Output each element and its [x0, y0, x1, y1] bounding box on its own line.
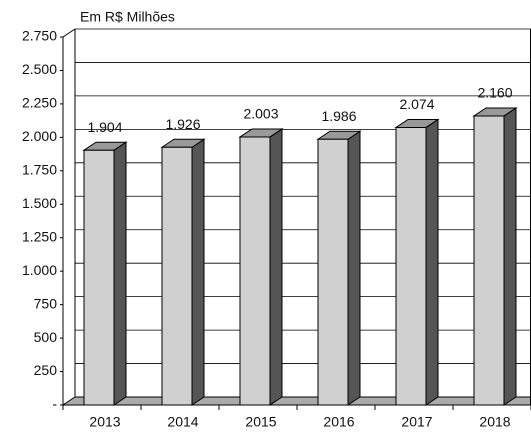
x-tick-label: 2016	[323, 414, 354, 430]
bar-side	[191, 138, 205, 406]
x-tick-label: 2013	[89, 414, 120, 430]
y-tick-label: 1.750	[22, 162, 57, 178]
bar-front	[239, 136, 271, 406]
bar-side	[425, 118, 439, 406]
y-tick-label: 2.750	[22, 28, 57, 44]
bar	[316, 130, 362, 406]
y-tick-label: 2.250	[22, 95, 57, 111]
bar-side	[113, 141, 127, 406]
data-label: 1.986	[321, 108, 356, 124]
chart-title: Em R$ Milhões	[80, 9, 175, 25]
bar-front	[161, 146, 193, 406]
x-tick-label: 2018	[479, 414, 510, 430]
x-tick-label: 2014	[167, 414, 198, 430]
y-tick-label: 1.250	[22, 228, 57, 244]
data-label: 2.074	[399, 96, 434, 112]
left-top-edge	[62, 28, 76, 38]
y-tick-label: 750	[34, 295, 58, 311]
floor	[61, 396, 531, 406]
data-label: 1.926	[165, 116, 200, 132]
bar-front	[83, 149, 115, 406]
bar	[82, 141, 128, 406]
y-tick-label: 1.500	[22, 195, 57, 211]
y-tick-label: 250	[34, 362, 58, 378]
bar-side	[269, 128, 283, 406]
bar	[160, 138, 206, 406]
bar-front	[473, 115, 505, 406]
y-tick-label: 1.000	[22, 262, 57, 278]
data-label: 2.160	[477, 85, 512, 101]
data-label: 1.904	[87, 119, 122, 135]
x-tick-label: 2015	[245, 414, 276, 430]
bar-side	[503, 107, 517, 406]
bar-front	[317, 138, 349, 406]
bar-side	[347, 130, 361, 406]
bar	[238, 128, 284, 406]
x-tick-label: 2017	[401, 414, 432, 430]
bar	[472, 107, 518, 406]
y-tick-label: 500	[34, 329, 58, 345]
y-tick-label: 2.000	[22, 128, 57, 144]
bar-front	[395, 126, 427, 406]
bar	[394, 118, 440, 406]
y-tick-label: 2.500	[22, 61, 57, 77]
data-label: 2.003	[243, 106, 278, 122]
y-tick-label: -	[52, 396, 57, 412]
